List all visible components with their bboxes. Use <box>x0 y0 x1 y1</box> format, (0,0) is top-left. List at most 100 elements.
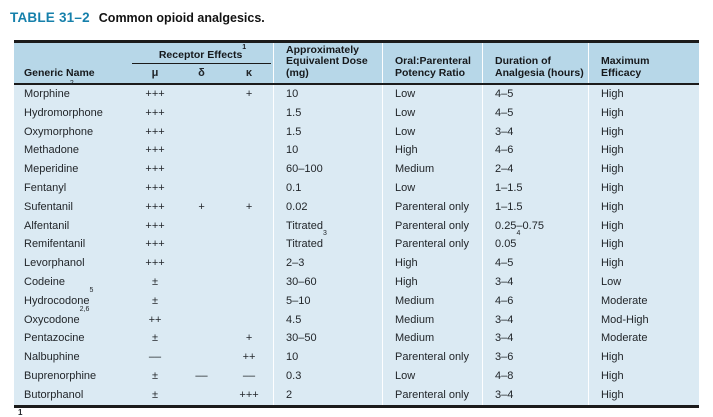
cell-potency-ratio: Low <box>382 178 482 198</box>
cell-max-efficacy: High <box>587 160 699 179</box>
cell-mu: +++ <box>145 219 165 232</box>
cell-duration: 3–4 <box>482 385 588 405</box>
header-duration: Duration of Analgesia (hours) <box>482 43 588 83</box>
cell-max-efficacy: High <box>587 85 699 104</box>
table-row: Hydrocodone5 ± 5–10 Medium 4–6 Moderate <box>14 286 699 311</box>
table-caption: Common opioid analgesics. <box>98 11 265 25</box>
cell-mu: +++ <box>145 238 165 251</box>
cell-potency-ratio: High <box>382 141 482 161</box>
cell-generic-name: Hydromorphone <box>24 106 103 119</box>
cell-duration: 4–8 <box>482 366 588 386</box>
cell-max-efficacy: High <box>587 235 699 255</box>
table-row: Levorphanol +++ 2–3 High 4–5 High <box>14 254 699 273</box>
cell-mu: ± <box>152 332 159 345</box>
header-kappa: κ <box>245 67 253 79</box>
cell-duration: 4–6 <box>482 291 588 311</box>
cell-equivalent-dose: 4.5 <box>273 310 382 330</box>
name-footnote-sup: 2 <box>69 80 74 87</box>
cell-mu: ± <box>152 369 159 382</box>
table-row: Morphine2 +++ + 10 Low 4–5 High <box>14 80 699 104</box>
cell-max-efficacy: High <box>587 178 699 198</box>
cell-potency-ratio: Parenteral only <box>382 385 482 405</box>
cell-duration: 3–4 <box>482 310 588 330</box>
cell-duration: 3–6 <box>482 348 588 367</box>
cell-equivalent-dose: 10 <box>273 141 382 161</box>
cell-generic-name: Hydrocodone5 <box>24 286 94 307</box>
cell-max-efficacy: Moderate <box>587 291 699 311</box>
table-row: Alfentanil +++ Titrated Parenteral only … <box>14 216 699 236</box>
cell-max-efficacy: High <box>587 216 699 236</box>
cell-duration: 4–5 <box>482 254 588 273</box>
cell-generic-name: Oxymorphone <box>24 125 94 138</box>
cell-equivalent-dose: Titrated <box>273 216 382 236</box>
cell-generic-name: Morphine2 <box>24 80 74 100</box>
cell-duration: 2–4 <box>482 160 588 179</box>
cell-equivalent-dose: 0.02 <box>273 197 382 217</box>
cell-generic-name: Meperidine <box>24 163 79 176</box>
cell-potency-ratio: Medium <box>382 160 482 179</box>
cell-max-efficacy: Moderate <box>587 329 699 349</box>
cell-potency-ratio: Parenteral only <box>382 216 482 236</box>
cell-mu: +++ <box>145 106 165 119</box>
cell-mu: –– <box>148 351 162 364</box>
cell-duration: 1–1.5 <box>482 197 588 217</box>
cell-mu: +++ <box>145 181 165 194</box>
cell-equivalent-dose: 1.5 <box>273 122 382 142</box>
dose-footnote-sup: 3 <box>322 230 327 238</box>
table-row: Codeine ± 30–60 High 3–4 Low <box>14 272 699 292</box>
cell-delta: –– <box>195 369 208 382</box>
cell-potency-ratio: Parenteral only <box>382 348 482 367</box>
cell-generic-name: Butorphanol <box>24 388 84 401</box>
footnote-marker: 1 <box>18 408 23 417</box>
cell-max-efficacy: High <box>587 122 699 142</box>
cell-duration: 0.25–0.75 <box>482 216 588 236</box>
cell-kappa: ++ <box>242 351 256 364</box>
cell-generic-name: Sufentanil <box>24 200 73 213</box>
cell-generic-name: Levorphanol <box>24 257 85 270</box>
cell-equivalent-dose: 30–50 <box>273 329 382 349</box>
cell-max-efficacy: Low <box>587 272 699 292</box>
header-receptor-effects: Receptor Effects1 <box>158 44 247 61</box>
cell-generic-name: Alfentanil <box>24 219 70 232</box>
cell-potency-ratio: Low <box>382 122 482 142</box>
table-title: TABLE 31–2 Common opioid analgesics. <box>10 9 265 27</box>
cell-potency-ratio: High <box>382 272 482 292</box>
cell-mu: +++ <box>145 257 165 270</box>
cell-duration: 4–5 <box>482 103 588 123</box>
cell-equivalent-dose: 60–100 <box>273 160 382 179</box>
cell-potency-ratio: Medium <box>382 329 482 349</box>
cell-kappa: –– <box>242 369 256 382</box>
cell-delta: + <box>198 200 205 213</box>
cell-equivalent-dose: 30–60 <box>273 272 382 292</box>
cell-equivalent-dose: 1.5 <box>273 103 382 123</box>
cell-generic-name: Buprenorphine <box>24 369 97 382</box>
cell-mu: +++ <box>145 125 165 138</box>
cell-kappa: + <box>245 88 253 100</box>
cell-potency-ratio: Parenteral only <box>382 235 482 255</box>
header-potency-ratio: Oral:Parenteral Potency Ratio <box>382 43 482 83</box>
cell-potency-ratio: Low <box>382 366 482 386</box>
cell-max-efficacy: High <box>587 385 699 405</box>
cell-equivalent-dose: 5–10 <box>273 291 382 311</box>
table-number: TABLE 31–2 <box>10 10 90 25</box>
header-receptor-effects-group: Receptor Effects1 μ δ κ <box>132 43 273 83</box>
table-row: Fentanyl +++ 0.1 Low 1–1.5 High <box>14 178 699 198</box>
cell-max-efficacy: High <box>587 366 699 386</box>
cell-duration: 4–6 <box>482 141 588 161</box>
table-row: Oxymorphone +++ 1.5 Low 3–4 High <box>14 122 699 142</box>
table-body: Morphine2 +++ + 10 Low 4–5 High Hydromor… <box>14 80 699 405</box>
table-row: Remifentanil +++ Titrated3 Parenteral on… <box>14 230 699 255</box>
cell-mu: ± <box>152 294 159 307</box>
cell-generic-name: Pentazocine <box>24 332 85 345</box>
table-row: Meperidine +++ 60–100 Medium 2–4 High <box>14 160 699 179</box>
cell-generic-name: Oxycodone2,6 <box>24 305 90 326</box>
cell-equivalent-dose: 0.1 <box>273 178 382 198</box>
cell-max-efficacy: High <box>587 197 699 217</box>
table-row: Buprenorphine ± –– –– 0.3 Low 4–8 High <box>14 366 699 386</box>
table-row: Butorphanol ± +++ 2 Parenteral only 3–4 … <box>14 385 699 405</box>
cell-max-efficacy: High <box>587 254 699 273</box>
cell-potency-ratio: Low <box>382 85 482 104</box>
cell-generic-name: Methadone <box>24 144 80 157</box>
cell-potency-ratio: Medium <box>382 310 482 330</box>
cell-equivalent-dose: 2–3 <box>273 254 382 273</box>
